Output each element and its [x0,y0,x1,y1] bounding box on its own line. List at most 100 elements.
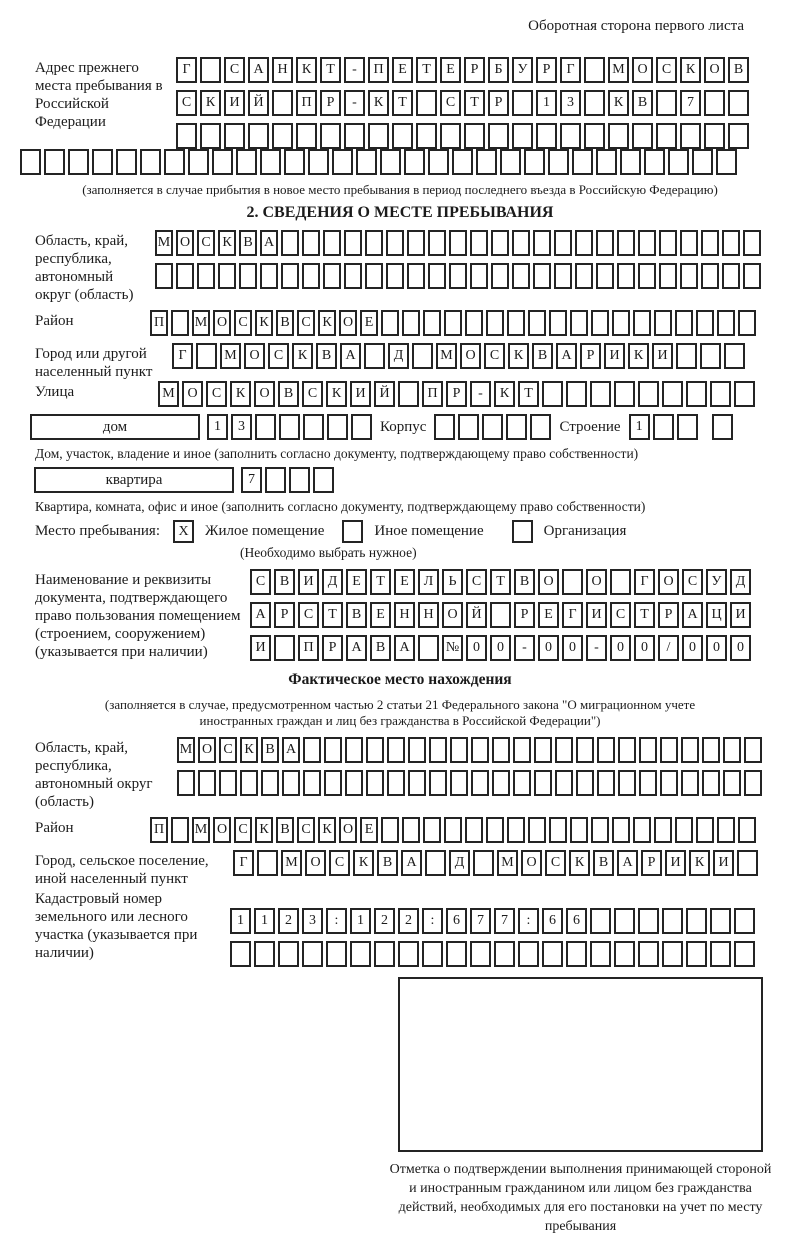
char-cell[interactable]: Г [560,57,581,83]
char-cell[interactable]: А [248,57,269,83]
char-cell[interactable] [230,941,251,967]
char-cell[interactable] [591,817,609,843]
char-cell[interactable] [416,123,437,149]
char-cell[interactable] [327,414,348,440]
char-cell[interactable]: М [220,343,241,369]
char-cell[interactable] [492,770,510,796]
char-cell[interactable] [612,310,630,336]
char-cell[interactable]: Е [360,817,378,843]
char-cell[interactable] [576,737,594,763]
char-cell[interactable] [381,310,399,336]
char-cell[interactable] [323,230,341,256]
char-cell[interactable]: П [368,57,389,83]
char-cell[interactable] [219,770,237,796]
char-cell[interactable] [398,381,419,407]
char-cell[interactable]: К [240,737,258,763]
char-cell[interactable]: С [234,310,252,336]
char-cell[interactable] [366,770,384,796]
char-cell[interactable]: 0 [538,635,559,661]
char-cell[interactable]: К [353,850,374,876]
char-cell[interactable] [408,770,426,796]
char-cell[interactable]: И [224,90,245,116]
char-cell[interactable]: А [394,635,415,661]
char-cell[interactable] [279,414,300,440]
char-cell[interactable] [659,263,677,289]
char-cell[interactable] [692,149,713,175]
char-cell[interactable] [660,770,678,796]
char-cell[interactable]: Д [322,569,343,595]
char-cell[interactable]: С [682,569,703,595]
char-cell[interactable]: 7 [494,908,515,934]
char-cell[interactable] [254,941,275,967]
char-cell[interactable] [492,737,510,763]
char-cell[interactable]: - [344,90,365,116]
char-cell[interactable]: М [281,850,302,876]
char-cell[interactable] [200,57,221,83]
checkbox-residential[interactable]: X [173,520,194,543]
char-cell[interactable] [490,602,511,628]
char-cell[interactable] [638,263,656,289]
char-cell[interactable] [471,770,489,796]
char-cell[interactable]: Р [274,602,295,628]
char-cell[interactable] [680,123,701,149]
char-cell[interactable] [555,737,573,763]
char-cell[interactable]: Т [634,602,655,628]
char-cell[interactable] [323,263,341,289]
char-cell[interactable] [596,149,617,175]
char-cell[interactable] [507,817,525,843]
char-cell[interactable] [570,310,588,336]
char-cell[interactable] [620,149,641,175]
char-cell[interactable]: С [206,381,227,407]
char-cell[interactable]: Р [580,343,601,369]
char-cell[interactable] [364,343,385,369]
char-cell[interactable] [407,230,425,256]
char-cell[interactable]: : [326,908,347,934]
char-cell[interactable] [597,770,615,796]
char-cell[interactable]: Н [394,602,415,628]
char-cell[interactable] [380,149,401,175]
char-cell[interactable]: 3 [302,908,323,934]
char-cell[interactable]: К [326,381,347,407]
char-cell[interactable] [350,941,371,967]
char-cell[interactable]: К [230,381,251,407]
char-cell[interactable] [458,414,480,440]
char-cell[interactable]: К [218,230,236,256]
char-cell[interactable] [224,123,245,149]
char-cell[interactable]: Е [392,57,413,83]
char-cell[interactable] [704,90,725,116]
char-cell[interactable]: С [176,90,197,116]
char-cell[interactable]: В [593,850,614,876]
char-cell[interactable] [449,230,467,256]
char-cell[interactable]: Т [370,569,391,595]
char-cell[interactable] [303,770,321,796]
char-cell[interactable] [584,123,605,149]
char-cell[interactable]: Б [488,57,509,83]
char-cell[interactable] [518,941,539,967]
char-cell[interactable]: И [713,850,734,876]
char-cell[interactable] [534,770,552,796]
char-cell[interactable] [402,817,420,843]
char-cell[interactable]: Р [658,602,679,628]
char-cell[interactable] [701,230,719,256]
char-cell[interactable] [562,569,583,595]
char-cell[interactable] [542,941,563,967]
char-cell[interactable] [686,908,707,934]
char-cell[interactable]: У [512,57,533,83]
char-cell[interactable]: 6 [446,908,467,934]
char-cell[interactable] [356,149,377,175]
char-cell[interactable]: П [150,310,168,336]
char-cell[interactable] [584,57,605,83]
char-cell[interactable] [507,310,525,336]
char-cell[interactable] [590,941,611,967]
char-cell[interactable]: С [329,850,350,876]
char-cell[interactable]: - [586,635,607,661]
char-cell[interactable] [278,941,299,967]
char-cell[interactable] [198,770,216,796]
char-cell[interactable] [696,817,714,843]
char-cell[interactable]: С [224,57,245,83]
char-cell[interactable]: / [658,635,679,661]
char-cell[interactable]: Е [440,57,461,83]
char-cell[interactable] [386,230,404,256]
char-cell[interactable]: О [658,569,679,595]
char-cell[interactable]: С [656,57,677,83]
